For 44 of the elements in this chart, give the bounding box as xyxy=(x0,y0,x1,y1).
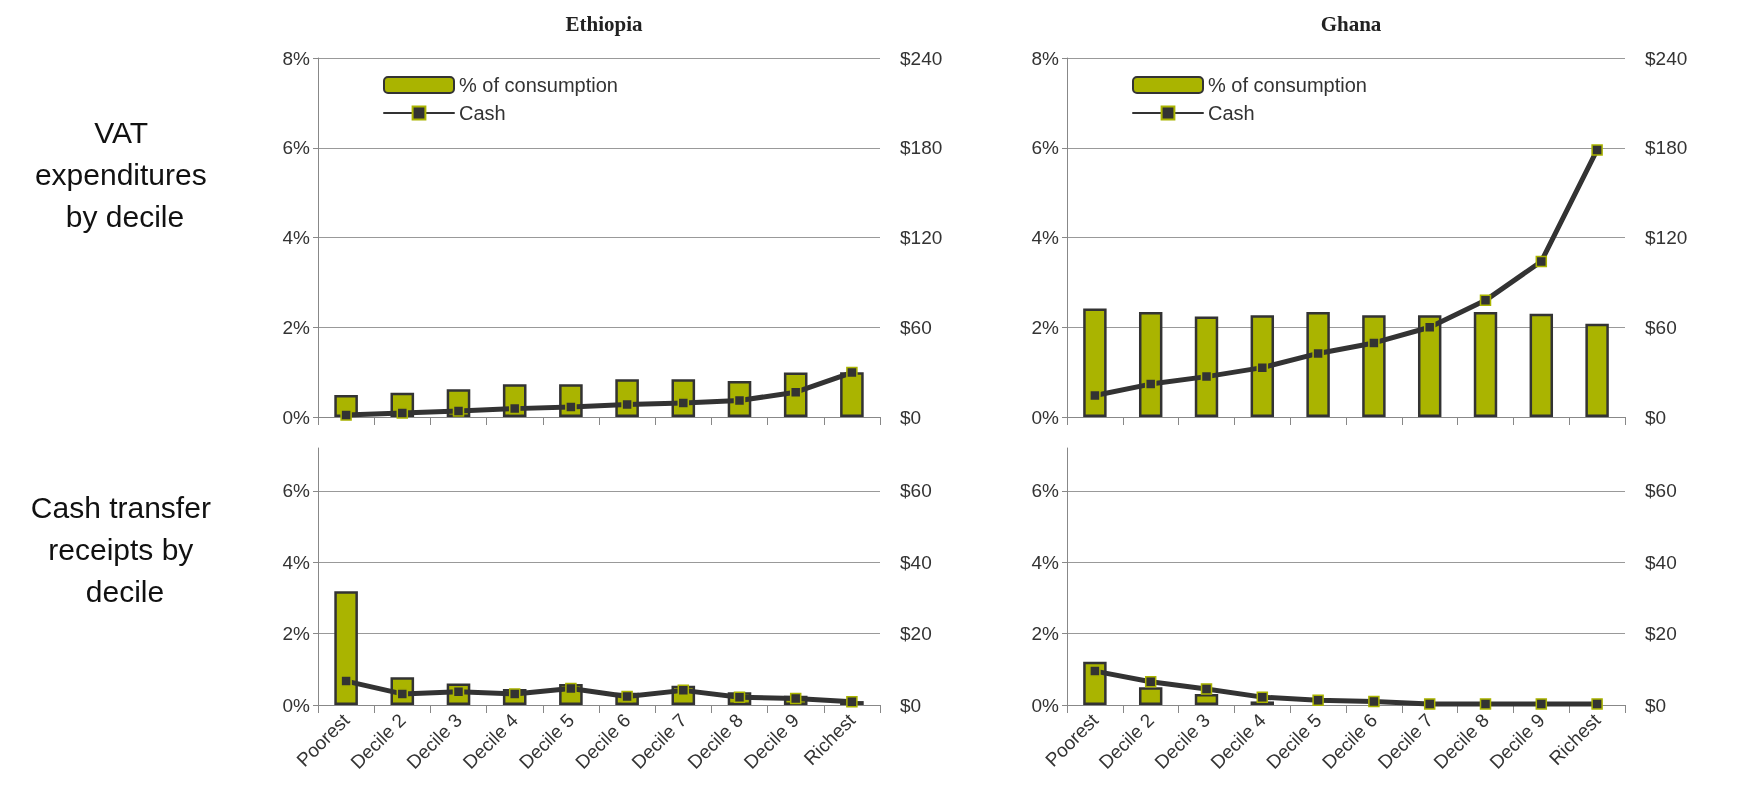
y2-tick-label: $0 xyxy=(900,694,922,716)
y-tick-label: 6% xyxy=(282,137,311,159)
chart-title: Ethiopia xyxy=(565,11,644,36)
y-tick-label: 0% xyxy=(1031,406,1060,428)
y-tick-label: 2% xyxy=(282,316,311,338)
chart-title: Ghana xyxy=(1320,11,1382,36)
y2-tick-label: $240 xyxy=(1645,47,1688,69)
y-tick-label: 4% xyxy=(1031,227,1060,248)
text: Cash transfer receipts by decile xyxy=(30,491,220,609)
y-tick-label: 8% xyxy=(1031,47,1060,69)
y2-tick-label: $60 xyxy=(900,480,932,502)
y-tick-label: 2% xyxy=(1031,316,1060,338)
y2-tick-label: $40 xyxy=(900,551,932,573)
y2-tick-label: $60 xyxy=(900,316,932,338)
y2-tick-label: $120 xyxy=(1645,227,1688,248)
y-tick-label: 4% xyxy=(282,227,311,248)
y-tick-label: 2% xyxy=(282,623,311,645)
y-tick-label: 6% xyxy=(1031,480,1060,502)
y-tick-label: 2% xyxy=(1031,623,1060,645)
legend-label: % of consumption xyxy=(1208,74,1367,96)
y2-tick-label: $180 xyxy=(900,137,943,159)
y-tick-label: 0% xyxy=(282,406,311,428)
text: VAT expenditures by decile xyxy=(34,116,216,234)
y-tick-label: 4% xyxy=(282,551,311,573)
y2-tick-label: $0 xyxy=(900,406,922,428)
y2-tick-label: $20 xyxy=(900,623,932,645)
y2-tick-label: $0 xyxy=(1645,694,1667,716)
y-tick-label: 0% xyxy=(282,694,311,716)
y-tick-label: 6% xyxy=(1031,137,1060,159)
y-tick-label: 0% xyxy=(1031,694,1060,716)
y2-tick-label: $60 xyxy=(1645,316,1677,338)
y2-tick-label: $60 xyxy=(1645,480,1677,502)
y2-tick-label: $180 xyxy=(1645,137,1688,159)
y2-tick-label: $240 xyxy=(900,47,943,69)
legend-label: Cash xyxy=(1208,102,1255,124)
y-tick-label: 4% xyxy=(1031,551,1060,573)
y2-tick-label: $120 xyxy=(900,227,943,248)
y2-tick-label: $40 xyxy=(1645,551,1677,573)
y2-tick-label: $20 xyxy=(1645,623,1677,645)
legend-label: % of consumption xyxy=(459,74,618,96)
y2-tick-label: $0 xyxy=(1645,406,1667,428)
y-tick-label: 8% xyxy=(282,47,311,69)
legend-label: Cash xyxy=(459,102,506,124)
y-tick-label: 6% xyxy=(282,480,311,502)
